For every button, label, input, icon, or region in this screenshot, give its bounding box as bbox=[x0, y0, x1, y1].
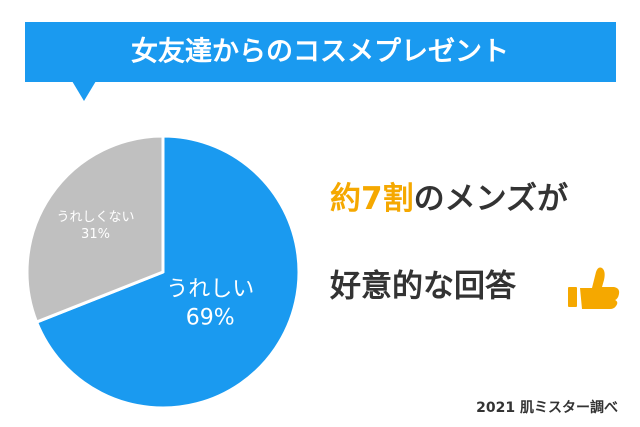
thumbs-up-icon bbox=[568, 267, 620, 309]
headline-rest: のメンズが bbox=[414, 181, 568, 217]
title-banner bbox=[25, 22, 616, 82]
slice-value-label: 31% bbox=[81, 227, 110, 242]
source-note: 2021 肌ミスター調べ bbox=[476, 399, 618, 416]
thumb-cuff bbox=[568, 287, 577, 307]
headline-highlight: 約7割 bbox=[330, 181, 414, 217]
pie-slice bbox=[35, 134, 301, 410]
thumb-hand bbox=[580, 267, 620, 309]
slice-category-label: うれしくない bbox=[57, 210, 135, 225]
pie: うれしい 69% うれしくない 31% bbox=[25, 134, 301, 410]
banner-tail bbox=[72, 81, 96, 101]
pie-slice bbox=[25, 134, 165, 324]
slice-category-label: うれしい bbox=[166, 277, 254, 302]
chart-title: 女友達からのコスメプレゼント bbox=[131, 36, 509, 68]
headline: 約7割のメンズが bbox=[330, 181, 568, 217]
slice-value-label: 69% bbox=[186, 305, 235, 330]
headline-line2: 好意的な回答 bbox=[329, 269, 517, 305]
